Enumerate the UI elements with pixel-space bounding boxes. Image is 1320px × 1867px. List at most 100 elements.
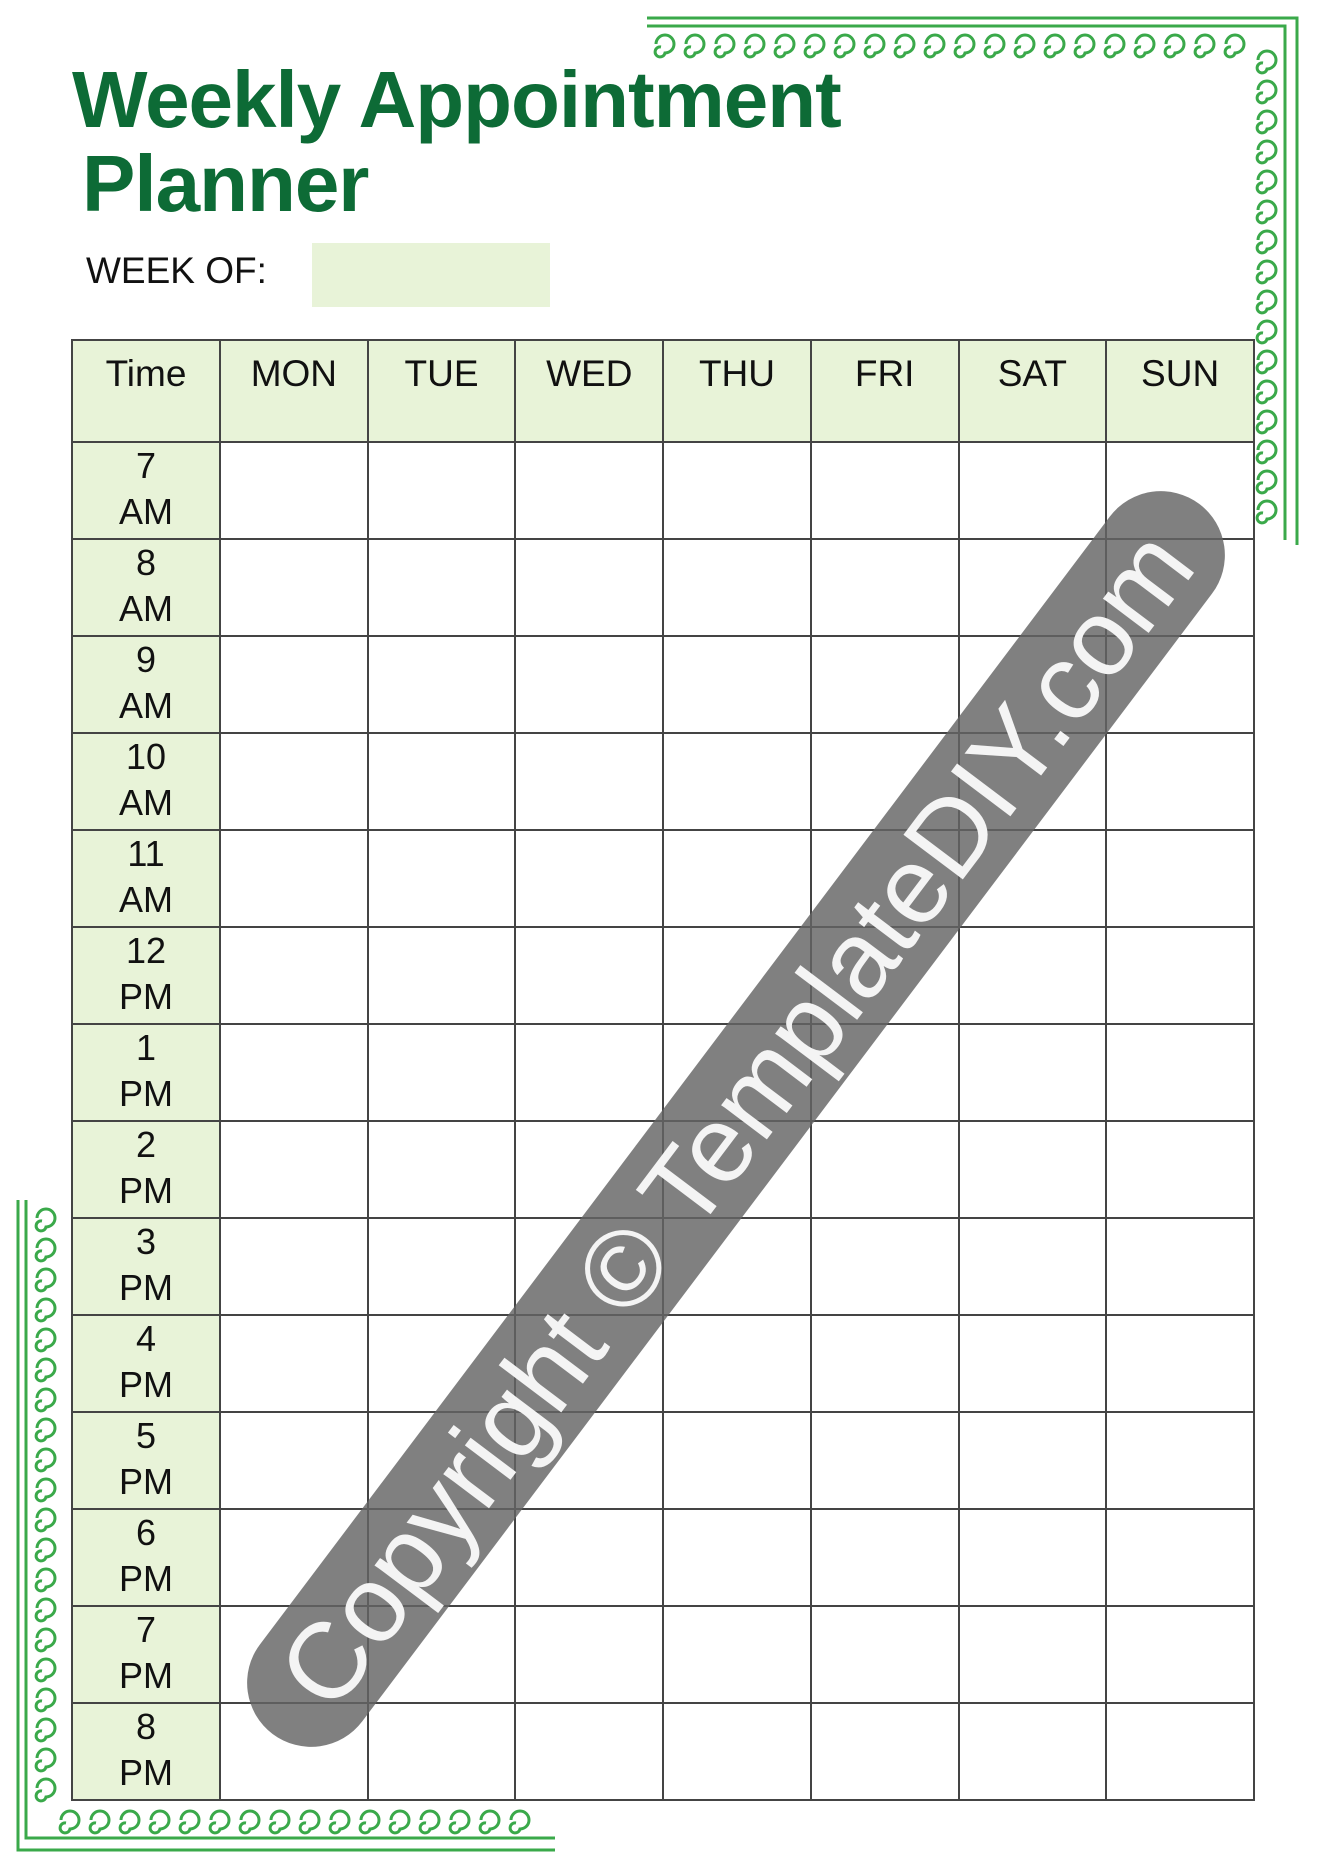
appointment-cell[interactable] bbox=[1105, 1023, 1255, 1122]
appointment-cell[interactable] bbox=[957, 441, 1108, 540]
appointment-cell[interactable] bbox=[514, 732, 665, 831]
appointment-cell[interactable] bbox=[514, 441, 665, 540]
appointment-cell[interactable] bbox=[366, 441, 517, 540]
appointment-cell[interactable] bbox=[957, 1605, 1108, 1704]
appointment-cell[interactable] bbox=[514, 926, 665, 1025]
appointment-cell[interactable] bbox=[366, 538, 517, 637]
appointment-cell[interactable] bbox=[1105, 1120, 1255, 1219]
appointment-cell[interactable] bbox=[809, 1702, 960, 1801]
appointment-cell[interactable] bbox=[957, 926, 1108, 1025]
appointment-cell[interactable] bbox=[219, 1314, 369, 1413]
appointment-cell[interactable] bbox=[809, 1217, 960, 1316]
appointment-cell[interactable] bbox=[1105, 829, 1255, 928]
appointment-cell[interactable] bbox=[662, 1314, 812, 1413]
appointment-cell[interactable] bbox=[219, 635, 369, 734]
appointment-cell[interactable] bbox=[809, 1120, 960, 1219]
time-label-part: PM bbox=[119, 976, 173, 1017]
appointment-cell[interactable] bbox=[809, 1411, 960, 1510]
appointment-cell[interactable] bbox=[219, 1120, 369, 1219]
appointment-cell[interactable] bbox=[662, 441, 812, 540]
scroll-ornament bbox=[268, 1809, 291, 1835]
appointment-cell[interactable] bbox=[1105, 1605, 1255, 1704]
appointment-cell[interactable] bbox=[1105, 732, 1255, 831]
time-label-part: AM bbox=[119, 588, 173, 629]
appointment-cell[interactable] bbox=[514, 1508, 665, 1607]
appointment-cell[interactable] bbox=[366, 635, 517, 734]
appointment-cell[interactable] bbox=[219, 926, 369, 1025]
appointment-cell[interactable] bbox=[662, 829, 812, 928]
appointment-cell[interactable] bbox=[957, 1217, 1108, 1316]
appointment-cell[interactable] bbox=[957, 1023, 1108, 1122]
week-of-field[interactable] bbox=[312, 243, 550, 307]
appointment-cell[interactable] bbox=[514, 635, 665, 734]
appointment-cell[interactable] bbox=[514, 1023, 665, 1122]
time-row: 1 PM bbox=[71, 1023, 1255, 1122]
appointment-cell[interactable] bbox=[366, 1023, 517, 1122]
scroll-ornament bbox=[1103, 33, 1126, 59]
appointment-cell[interactable] bbox=[809, 441, 960, 540]
appointment-cell[interactable] bbox=[662, 538, 812, 637]
appointment-cell[interactable] bbox=[366, 926, 517, 1025]
appointment-cell[interactable] bbox=[219, 1411, 369, 1510]
appointment-cell[interactable] bbox=[957, 1508, 1108, 1607]
scroll-ornament bbox=[1255, 499, 1278, 525]
scroll-ornament bbox=[983, 33, 1006, 59]
appointment-cell[interactable] bbox=[809, 635, 960, 734]
appointment-cell[interactable] bbox=[219, 1217, 369, 1316]
appointment-cell[interactable] bbox=[809, 1605, 960, 1704]
time-row: 5 PM bbox=[71, 1411, 1255, 1510]
appointment-cell[interactable] bbox=[662, 635, 812, 734]
time-label-part: AM bbox=[119, 879, 173, 920]
appointment-cell[interactable] bbox=[219, 1023, 369, 1122]
scroll-ornament bbox=[1255, 229, 1278, 255]
appointment-cell[interactable] bbox=[366, 1702, 517, 1801]
header-time: Time bbox=[71, 339, 221, 443]
appointment-cell[interactable] bbox=[1105, 1508, 1255, 1607]
scroll-ornament bbox=[1255, 289, 1278, 315]
appointment-cell[interactable] bbox=[662, 732, 812, 831]
time-cell: 10 AM bbox=[71, 732, 221, 831]
appointment-cell[interactable] bbox=[957, 1411, 1108, 1510]
appointment-cell[interactable] bbox=[514, 829, 665, 928]
appointment-cell[interactable] bbox=[514, 1702, 665, 1801]
appointment-cell[interactable] bbox=[1105, 1411, 1255, 1510]
header-mon: MON bbox=[219, 339, 369, 443]
appointment-cell[interactable] bbox=[219, 829, 369, 928]
scroll-ornament bbox=[88, 1809, 111, 1835]
time-label-part: 10 bbox=[125, 736, 167, 777]
appointment-cell[interactable] bbox=[957, 1702, 1108, 1801]
title-line-2: Planner bbox=[82, 139, 369, 228]
appointment-cell[interactable] bbox=[662, 1411, 812, 1510]
appointment-cell[interactable] bbox=[809, 1314, 960, 1413]
appointment-cell[interactable] bbox=[219, 538, 369, 637]
appointment-cell[interactable] bbox=[662, 1508, 812, 1607]
appointment-cell[interactable] bbox=[366, 829, 517, 928]
scroll-ornament bbox=[34, 1507, 57, 1533]
scroll-ornament bbox=[478, 1809, 501, 1835]
scroll-ornament bbox=[34, 1357, 57, 1383]
appointment-cell[interactable] bbox=[957, 1120, 1108, 1219]
scroll-ornament bbox=[1163, 33, 1186, 59]
appointment-cell[interactable] bbox=[366, 1217, 517, 1316]
appointment-cell[interactable] bbox=[219, 732, 369, 831]
appointment-cell[interactable] bbox=[514, 1605, 665, 1704]
scroll-ornament bbox=[178, 1809, 201, 1835]
scroll-ornament bbox=[863, 33, 886, 59]
scroll-ornament bbox=[34, 1327, 57, 1353]
appointment-cell[interactable] bbox=[957, 1314, 1108, 1413]
appointment-cell[interactable] bbox=[514, 538, 665, 637]
appointment-cell[interactable] bbox=[366, 1120, 517, 1219]
appointment-cell[interactable] bbox=[662, 1702, 812, 1801]
time-label-part: AM bbox=[119, 685, 173, 726]
appointment-cell[interactable] bbox=[1105, 1217, 1255, 1316]
scroll-ornament bbox=[34, 1297, 57, 1323]
appointment-cell[interactable] bbox=[1105, 1702, 1255, 1801]
appointment-cell[interactable] bbox=[1105, 926, 1255, 1025]
appointment-cell[interactable] bbox=[219, 441, 369, 540]
time-label-part: PM bbox=[119, 1073, 173, 1114]
appointment-cell[interactable] bbox=[662, 1605, 812, 1704]
appointment-cell[interactable] bbox=[809, 538, 960, 637]
appointment-cell[interactable] bbox=[366, 732, 517, 831]
appointment-cell[interactable] bbox=[809, 1508, 960, 1607]
appointment-cell[interactable] bbox=[1105, 1314, 1255, 1413]
